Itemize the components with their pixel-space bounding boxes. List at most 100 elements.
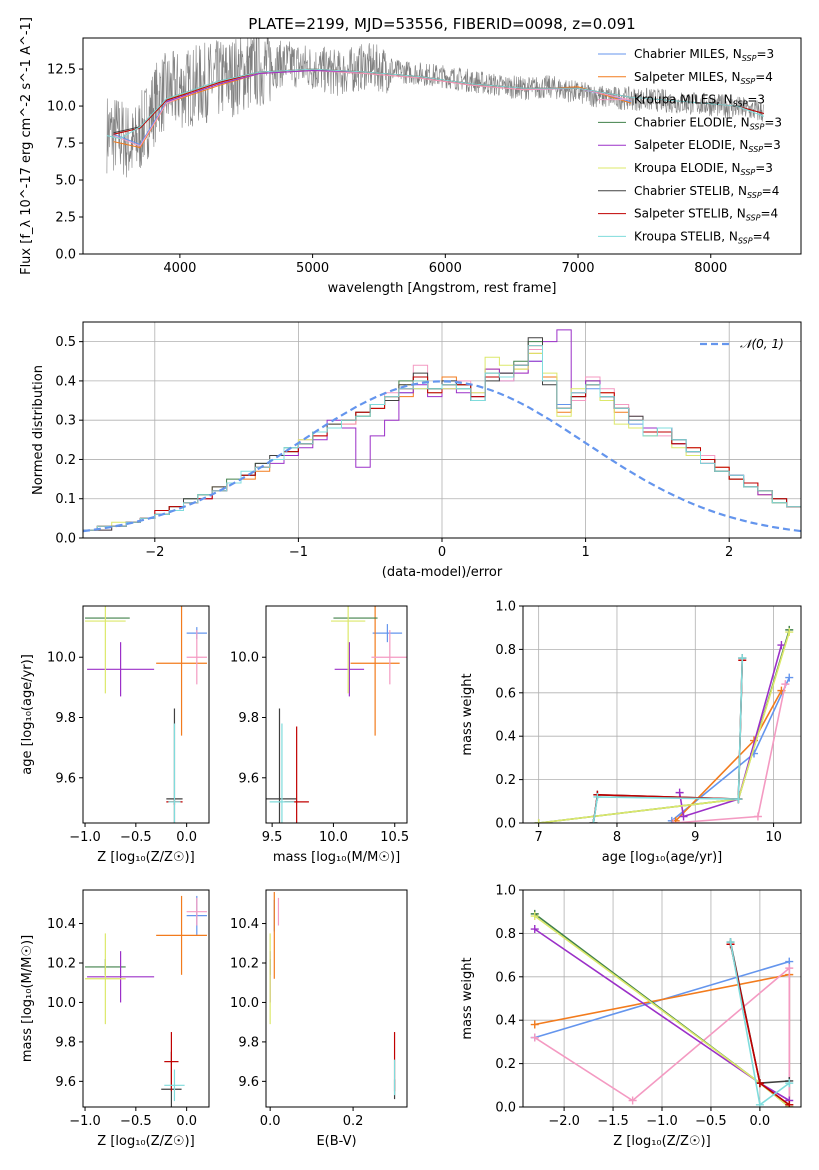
legend-entry-normal: 𝒩(0, 1) (740, 337, 784, 351)
weight-vs-age-ytick-label: 0.2 (495, 773, 516, 788)
weight-vs-age-xlabel: age [log₁₀(age/yr)] (602, 850, 723, 865)
legend-entry-7: Salpeter STELIB, NSSP=4 (634, 207, 778, 223)
residuals-xlabel: (data-model)/error (382, 565, 503, 580)
legend-entry-8: Kroupa STELIB, NSSP=4 (634, 229, 770, 245)
weight-vs-z-ytick-label: 0.4 (495, 1014, 516, 1029)
age-vs-mass-xtick-label: 10.0 (319, 830, 348, 845)
residuals-plot-area (83, 329, 801, 533)
weight-vs-z-xtick-label: 0.0 (750, 1114, 771, 1129)
age-vs-z-xlabel: Z [log₁₀(Z/Z☉)] (97, 850, 194, 865)
weight-vs-age-line-4 (678, 644, 783, 818)
age-vs-mass-ytick-label: 10.0 (230, 651, 259, 666)
spectrum-panel: Chabrier MILES, NSSP=3 Salpeter MILES, NS… (19, 17, 802, 296)
age-vs-z-ylabel: age [log₁₀(age/yr)] (20, 654, 35, 775)
age-vs-mass-xlabel: mass [log₁₀(M/M☉)] (273, 850, 400, 865)
mass-vs-z-panel: −1.0 −0.5 0.0 9.6 9.8 10.0 10.2 10.4 Z [log₁₀(Z/… (20, 889, 210, 1149)
weight-vs-age-marker-0-2 (785, 673, 794, 682)
weight-vs-z-ytick-label: 0.8 (495, 927, 516, 942)
age-vs-z-xtick-label: −1.0 (69, 830, 101, 845)
spectrum-ytick-label: 12.5 (47, 63, 76, 78)
age-vs-mass-ytick-label: 9.6 (238, 771, 259, 786)
weight-vs-age-xtick-label: 7 (535, 830, 543, 845)
weight-vs-z-xlabel: Z [log₁₀(Z/Z☉)] (613, 1134, 710, 1149)
mass-vs-z-xtick-label: 0.0 (176, 1114, 197, 1129)
weight-vs-age-marker-4-0 (675, 788, 684, 797)
age-vs-mass-xtick-label: 10.5 (380, 830, 409, 845)
spectrum-ylabel: Flux [f_λ 10^-17 erg cm^-2 s^-1 A^-1] (19, 17, 34, 275)
residuals-ylabel: Normed distribution (31, 365, 46, 495)
age-vs-mass-xtick-label: 9.5 (262, 830, 283, 845)
weight-vs-z-plot-area (530, 909, 794, 1107)
weight-vs-age-marker-2-0 (669, 819, 678, 823)
weight-vs-age-ylabel: mass weight (460, 673, 475, 755)
residuals-xtick-label: 0 (438, 545, 446, 560)
spectrum-xtick-label: 7000 (561, 261, 594, 276)
weight-vs-z-marker-2-2 (785, 964, 794, 973)
spectrum-xlabel: wavelength [Angstrom, rest frame] (328, 281, 557, 296)
weight-vs-age-ytick-label: 0.0 (495, 817, 516, 832)
age-vs-z-ytick-label: 10.0 (47, 651, 76, 666)
spectrum-title: PLATE=2199, MJD=53556, FIBERID=0098, z=0… (248, 15, 635, 33)
weight-vs-age-line-5 (538, 631, 791, 823)
weight-vs-z-marker-2-0 (530, 1033, 539, 1042)
legend-entry-6: Chabrier STELIB, NSSP=4 (634, 184, 779, 200)
weight-vs-z-marker-7-1 (755, 1079, 764, 1088)
age-vs-z-plot-area (85, 606, 207, 823)
legend-entry-1: Salpeter MILES, NSSP=4 (634, 70, 773, 86)
weight-vs-age-marker-5-2 (785, 628, 794, 637)
weight-vs-z-marker-8-2 (785, 1079, 794, 1088)
residuals-ytick-label: 0.0 (55, 532, 76, 547)
weight-vs-age-marker-4-3 (777, 641, 786, 650)
mass-vs-z-ytick-label: 9.8 (55, 1035, 76, 1050)
spectrum-legend: Chabrier MILES, NSSP=3 Salpeter MILES, NS… (598, 47, 782, 245)
legend-entry-3: Chabrier ELODIE, NSSP=3 (634, 115, 782, 131)
weight-vs-age-xtick-label: 9 (691, 830, 699, 845)
weight-vs-z-marker-8-0 (726, 938, 735, 947)
residuals-xtick-label: −2 (145, 545, 164, 560)
weight-vs-z-ylabel: mass weight (460, 957, 475, 1039)
weight-vs-age-ytick-label: 0.6 (495, 686, 516, 701)
spectrum-xtick-label: 6000 (429, 261, 462, 276)
mass-vs-ebv-ytick-label: 9.8 (238, 1035, 259, 1050)
weight-vs-z-marker-1-0 (530, 1020, 539, 1029)
mass-vs-ebv-ytick-label: 10.2 (230, 956, 259, 971)
spectrum-model-line-8 (106, 68, 764, 140)
residuals-ytick-label: 0.3 (55, 414, 76, 429)
weight-vs-age-marker-8-3 (738, 654, 747, 663)
weight-vs-z-ytick-label: 0.2 (495, 1057, 516, 1072)
residuals-panel: 𝒩(0, 1) −2 −1 0 1 2 0.0 0.1 0.2 0.3 0.4 0.5 (data-mo… (31, 321, 802, 580)
age-vs-z-ytick-label: 9.6 (55, 771, 76, 786)
weight-vs-age-marker-5-0 (534, 819, 543, 823)
mass-vs-ebv-xtick-label: 0.2 (343, 1114, 364, 1129)
mass-vs-ebv-ytick-label: 10.0 (230, 996, 259, 1011)
age-vs-z-ytick-label: 9.8 (55, 711, 76, 726)
age-vs-z-xtick-label: −0.5 (120, 830, 152, 845)
weight-vs-age-marker-2-2 (781, 680, 790, 689)
weight-vs-age-xtick-label: 10 (765, 830, 782, 845)
weight-vs-age-plot-area (534, 625, 794, 823)
spectrum-ytick-label: 10.0 (47, 100, 76, 115)
weight-vs-age-ytick-label: 0.8 (495, 643, 516, 658)
mass-vs-z-xtick-label: −1.0 (69, 1114, 101, 1129)
mass-vs-ebv-ytick-label: 9.6 (238, 1075, 259, 1090)
weight-vs-z-xtick-label: −2.0 (548, 1114, 580, 1129)
spectrum-ytick-label: 2.5 (55, 211, 76, 226)
weight-vs-age-line-8 (592, 658, 744, 823)
age-vs-mass-ytick-label: 9.8 (238, 711, 259, 726)
age-vs-mass-frame (265, 605, 408, 824)
weight-vs-age-ytick-label: 0.4 (495, 730, 516, 745)
histogram-step-8 (83, 345, 801, 531)
weight-vs-age-panel: 7 8 9 10 0.0 0.2 0.4 0.6 0.8 1.0 age [log₁₀(age/yr… (460, 600, 802, 865)
residuals-xtick-label: 2 (725, 545, 733, 560)
spectrum-ytick-label: 7.5 (55, 137, 76, 152)
mass-vs-z-ytick-label: 9.6 (55, 1075, 76, 1090)
residuals-ytick-label: 0.4 (55, 374, 76, 389)
observed-spectrum-line (106, 38, 765, 178)
legend-entry-4: Salpeter ELODIE, NSSP=3 (634, 138, 781, 154)
weight-vs-age-marker-4-1 (679, 812, 688, 821)
spectrum-plot-area (106, 38, 765, 178)
age-vs-mass-panel: 9.5 10.0 10.5 9.6 9.8 10.0 mass [log₁₀(M/M☉)] (230, 605, 409, 865)
histogram-step-6 (83, 337, 801, 531)
mass-vs-ebv-xlabel: E(B-V) (316, 1134, 356, 1149)
